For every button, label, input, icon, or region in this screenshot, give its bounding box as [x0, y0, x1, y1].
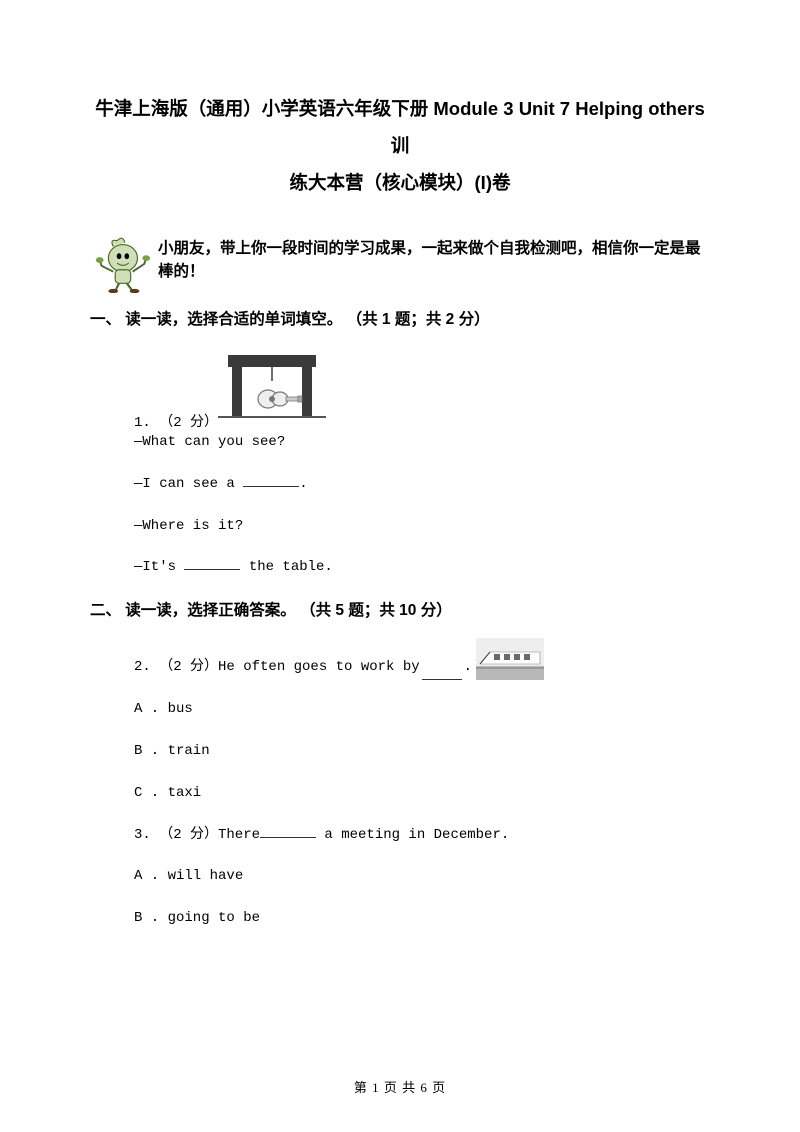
q1-line2b: . [299, 476, 307, 492]
section2-heading: 二、 读一读，选择正确答案。 （共 5 题；共 10 分） [90, 598, 710, 620]
q1-row: 1. （2 分） [134, 347, 710, 431]
mascot-icon [90, 231, 152, 293]
q1-line2a: —I can see a [134, 476, 243, 492]
q2-opt-a[interactable]: A . bus [134, 698, 710, 722]
q2-stem-a: 2. （2 分）He often goes to work by [134, 656, 420, 680]
train-image [476, 638, 544, 680]
q1-line2: —I can see a . [134, 473, 710, 497]
intro-row: 小朋友，带上你一段时间的学习成果，一起来做个自我检测吧，相信你一定是最棒的！ [90, 231, 710, 293]
q2-opt-c[interactable]: C . taxi [134, 782, 710, 806]
q1-line3: —Where is it? [134, 515, 710, 539]
q1-blank1[interactable] [243, 486, 299, 487]
table-guitar-image [212, 347, 332, 425]
q1-blank2[interactable] [184, 569, 240, 570]
q3-opt-a[interactable]: A . will have [134, 865, 710, 889]
q2-blank[interactable] [422, 679, 462, 680]
q3-stem-b: a meeting in December. [316, 827, 509, 843]
intro-text: 小朋友，带上你一段时间的学习成果，一起来做个自我检测吧，相信你一定是最棒的！ [158, 237, 710, 294]
q2-stem-row: 2. （2 分）He often goes to work by . [134, 638, 710, 680]
section2-content: 2. （2 分）He often goes to work by . A . b… [90, 638, 710, 931]
q1-line4a: —It's [134, 559, 184, 575]
title-line-2: 练大本营（核心模块）(I)卷 [90, 164, 710, 201]
q2-opt-b[interactable]: B . train [134, 740, 710, 764]
title-line-1: 牛津上海版（通用）小学英语六年级下册 Module 3 Unit 7 Helpi… [90, 90, 710, 164]
section1-heading: 一、 读一读，选择合适的单词填空。 （共 1 题；共 2 分） [90, 307, 710, 329]
q3-blank[interactable] [260, 837, 316, 838]
q1-line4: —It's the table. [134, 556, 710, 580]
q1-label: 1. （2 分） [134, 411, 218, 431]
q3-opt-b[interactable]: B . going to be [134, 907, 710, 931]
q2-stem-b: . [464, 656, 472, 680]
q3-stem: 3. （2 分）There a meeting in December. [134, 824, 710, 848]
page-footer: 第 1 页 共 6 页 [0, 1077, 800, 1096]
q3-stem-a: 3. （2 分）There [134, 827, 260, 843]
q1-line4b: the table. [240, 559, 332, 575]
section1-content: 1. （2 分） —What can you see? —I can see a… [90, 347, 710, 580]
q1-line1: —What can you see? [134, 431, 710, 455]
